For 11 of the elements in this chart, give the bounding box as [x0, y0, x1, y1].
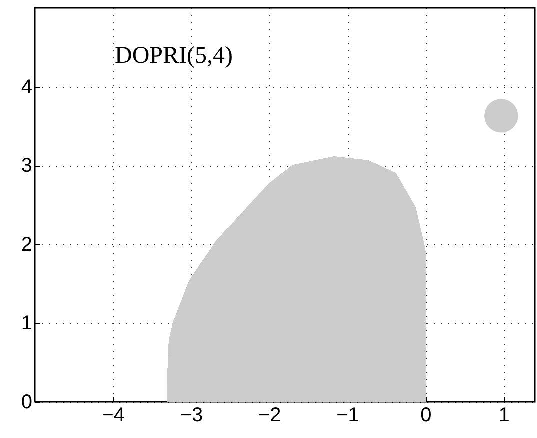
y-tick-label: 2: [21, 234, 32, 256]
x-tick-label: 0: [420, 404, 432, 426]
x-tick-label: −2: [258, 404, 282, 426]
x-tick-label: −1: [336, 404, 360, 426]
annotation: DOPRI(5,4): [115, 43, 233, 69]
y-tick-label: 4: [21, 76, 32, 98]
x-tick-label: −3: [180, 404, 204, 426]
x-tick-label: 1: [498, 404, 510, 426]
y-tick-label: 1: [21, 312, 32, 335]
x-tick-label: −4: [102, 404, 126, 426]
y-tick-label: 3: [21, 155, 32, 178]
